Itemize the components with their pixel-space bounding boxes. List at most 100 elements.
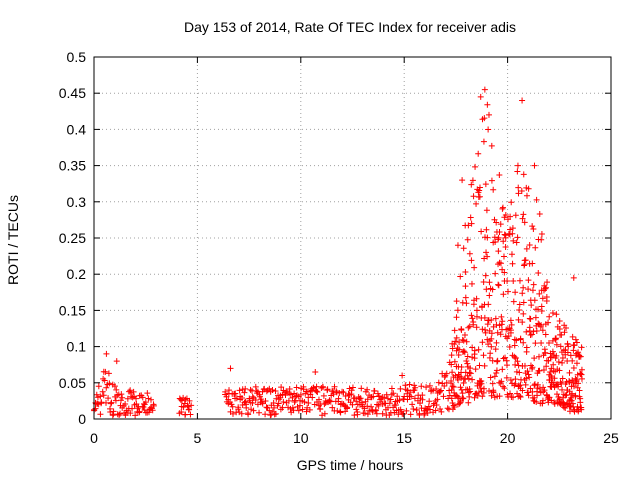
data-point bbox=[501, 269, 508, 276]
data-point bbox=[536, 385, 543, 392]
data-point bbox=[356, 395, 363, 402]
data-point bbox=[538, 307, 545, 314]
data-point bbox=[107, 400, 114, 407]
data-point bbox=[519, 97, 526, 104]
data-point bbox=[471, 355, 478, 362]
data-point bbox=[423, 407, 430, 414]
data-point bbox=[515, 190, 522, 197]
data-point bbox=[425, 403, 432, 410]
data-point bbox=[543, 363, 550, 370]
data-point bbox=[459, 336, 466, 343]
data-point bbox=[266, 385, 273, 392]
data-point bbox=[451, 341, 458, 348]
data-point bbox=[509, 225, 516, 232]
y-tick-label: 0.5 bbox=[67, 49, 87, 65]
data-point bbox=[572, 392, 579, 399]
data-point bbox=[553, 311, 560, 318]
data-point bbox=[531, 381, 538, 388]
data-point bbox=[460, 379, 467, 386]
data-point bbox=[487, 374, 494, 381]
data-point bbox=[334, 407, 341, 414]
data-point bbox=[525, 371, 532, 378]
data-point bbox=[433, 386, 440, 393]
data-point bbox=[499, 318, 506, 325]
data-point bbox=[495, 261, 502, 268]
data-point bbox=[383, 391, 390, 398]
data-point bbox=[243, 401, 250, 408]
data-point bbox=[512, 376, 519, 383]
data-point bbox=[516, 301, 523, 308]
data-point bbox=[473, 200, 480, 207]
data-point bbox=[329, 404, 336, 411]
data-point bbox=[531, 394, 538, 401]
data-point bbox=[483, 207, 490, 214]
data-point bbox=[502, 232, 509, 239]
data-point bbox=[516, 393, 523, 400]
data-point bbox=[473, 324, 480, 331]
data-point bbox=[186, 397, 193, 404]
data-point bbox=[454, 242, 461, 249]
data-point bbox=[551, 399, 558, 406]
data-point bbox=[526, 374, 533, 381]
y-tick-label: 0.3 bbox=[67, 194, 87, 210]
data-point bbox=[464, 360, 471, 367]
data-point bbox=[464, 372, 471, 379]
data-point bbox=[500, 253, 507, 260]
data-point bbox=[313, 383, 320, 390]
data-point bbox=[562, 392, 569, 399]
data-point bbox=[564, 357, 571, 364]
data-point bbox=[542, 285, 549, 292]
data-point bbox=[486, 279, 493, 286]
data-point bbox=[106, 380, 113, 387]
data-point bbox=[182, 411, 189, 418]
data-point bbox=[144, 390, 151, 397]
data-point bbox=[116, 412, 123, 419]
data-point bbox=[577, 353, 584, 360]
data-point bbox=[525, 185, 532, 192]
data-point bbox=[571, 342, 578, 349]
data-point bbox=[101, 377, 108, 384]
data-point bbox=[523, 192, 530, 199]
data-point bbox=[392, 401, 399, 408]
data-point bbox=[186, 406, 193, 413]
data-point bbox=[494, 357, 501, 364]
data-point bbox=[406, 381, 413, 388]
data-point bbox=[513, 239, 520, 246]
data-point bbox=[559, 386, 566, 393]
data-point bbox=[512, 212, 519, 219]
data-point bbox=[278, 384, 285, 391]
data-point bbox=[263, 404, 270, 411]
data-point bbox=[502, 211, 509, 218]
data-point bbox=[495, 236, 502, 243]
data-point bbox=[539, 400, 546, 407]
data-point bbox=[578, 371, 585, 378]
data-point bbox=[113, 358, 120, 365]
data-point bbox=[471, 264, 478, 271]
data-point bbox=[475, 150, 482, 157]
data-point bbox=[285, 397, 292, 404]
data-point bbox=[466, 250, 473, 257]
data-point bbox=[307, 388, 314, 395]
data-point bbox=[343, 405, 350, 412]
data-point bbox=[521, 219, 528, 226]
data-point bbox=[478, 377, 485, 384]
data-point bbox=[464, 353, 471, 360]
data-point bbox=[544, 279, 551, 286]
data-point bbox=[438, 387, 445, 394]
data-point bbox=[515, 184, 522, 191]
data-point bbox=[564, 349, 571, 356]
data-point bbox=[481, 255, 488, 262]
data-point bbox=[528, 331, 535, 338]
data-point bbox=[468, 220, 475, 227]
data-point bbox=[97, 411, 104, 418]
data-point bbox=[567, 352, 574, 359]
data-point bbox=[306, 406, 313, 413]
data-point bbox=[460, 348, 467, 355]
data-point bbox=[321, 401, 328, 408]
data-point bbox=[493, 339, 500, 346]
grid-layer bbox=[94, 57, 611, 419]
chart-title: Day 153 of 2014, Rate Of TEC Index for r… bbox=[184, 19, 516, 35]
data-point bbox=[309, 394, 316, 401]
data-point bbox=[489, 380, 496, 387]
data-point bbox=[262, 411, 269, 418]
